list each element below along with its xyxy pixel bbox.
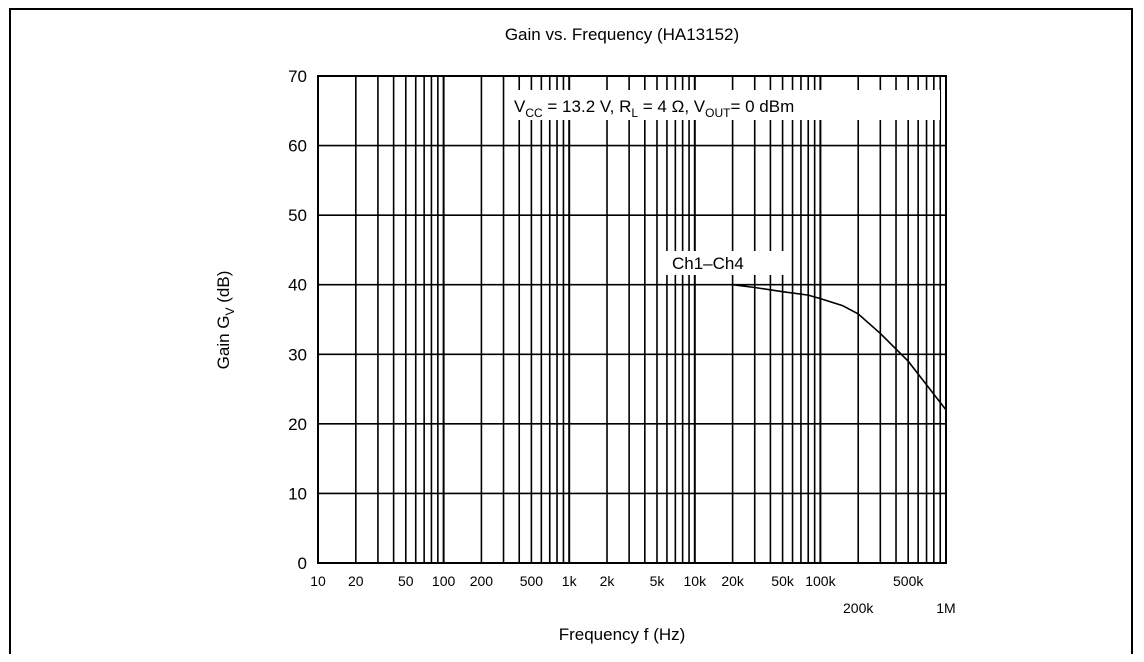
chart-frame [9,8,1133,654]
x-tick-label: 200k [843,600,874,616]
y-tick-label: 20 [288,415,307,434]
x-tick-label: 500 [520,573,544,589]
series-label-ch1-ch4: Ch1–Ch4 [672,254,744,273]
y-tick-label: 60 [288,137,307,156]
x-tick-label: 1k [562,573,578,589]
x-tick-label: 100 [432,573,456,589]
plot-area-border [317,75,947,564]
x-tick-label: 500k [893,573,924,589]
conditions-box [508,90,940,120]
y-tick-label: 70 [288,67,307,86]
conditions-annotation: VCC = 13.2 V, RL = 4 Ω, VOUT= 0 dBm [514,97,794,120]
y-tick-labels: 0 10 20 30 40 50 60 70 [288,67,307,573]
x-axis-label: Frequency f (Hz) [559,625,686,644]
y-tick-label: 50 [288,206,307,225]
x-tick-label: 10 [310,573,326,589]
y-axis-label: Gain GV (dB) [214,271,237,370]
series-line-ch1-ch4 [732,283,947,411]
x-tick-label: 50k [771,573,795,589]
series-label-box [666,251,786,275]
x-tick-label: 10k [684,573,708,589]
plot-grid [318,75,946,564]
y-tick-label: 10 [288,484,307,503]
x-tick-label: 5k [650,573,666,589]
x-tick-label: 200 [470,573,494,589]
y-tick-label: 40 [288,276,307,295]
x-tick-labels: 10 20 50 100 200 500 1k 2k 5k 10k 20k 50k 100k 200k 50… [310,573,956,616]
x-tick-label: 1M [936,600,955,616]
x-tick-label: 50 [398,573,414,589]
x-tick-label: 20 [348,573,364,589]
x-tick-label: 100k [805,573,836,589]
y-tick-label: 0 [298,554,307,573]
x-tick-label: 20k [721,573,745,589]
chart-title: Gain vs. Frequency (HA13152) [505,25,739,44]
x-tick-label: 2k [600,573,616,589]
y-tick-label: 30 [288,345,307,364]
